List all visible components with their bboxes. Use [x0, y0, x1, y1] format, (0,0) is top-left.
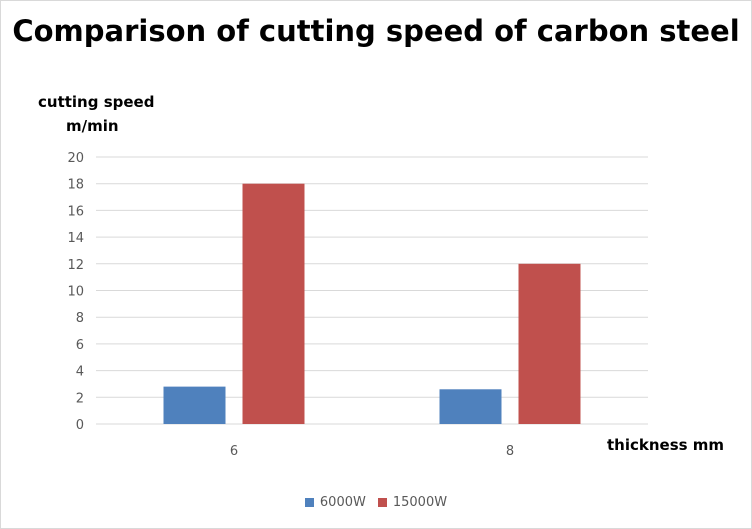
y-tick-label-4: 4 — [76, 365, 84, 380]
y-tick-label-14: 14 — [67, 231, 84, 246]
chart-title: Comparison of cutting speed of carbon st… — [12, 14, 740, 48]
y-axis-label-line2: m/min — [66, 117, 119, 135]
legend-item-15000w: 15000W — [377, 495, 448, 510]
y-axis-label-line1: cutting speed — [38, 93, 155, 111]
y-tick-label-20: 20 — [67, 151, 84, 166]
y-tick-label-18: 18 — [67, 178, 84, 193]
bar-15000w-8 — [518, 263, 581, 424]
y-tick-label-2: 2 — [76, 391, 84, 406]
bar-6000w-8 — [439, 389, 502, 424]
y-tick-label-6: 6 — [76, 338, 84, 353]
y-tick-label-16: 16 — [67, 204, 84, 219]
bar-6000w-6 — [163, 386, 226, 424]
legend-label-6000w: 6000W — [319, 495, 366, 510]
bar-15000w-6 — [242, 183, 305, 424]
y-tick-label-8: 8 — [76, 311, 84, 326]
x-tick-label-6: 6 — [230, 444, 238, 459]
legend-item-6000w: 6000W — [304, 495, 366, 510]
legend: 6000W 15000W — [0, 495, 752, 510]
legend-swatch-15000w — [377, 498, 387, 507]
x-axis-label: thickness mm — [607, 436, 725, 454]
x-tick-label-8: 8 — [506, 444, 514, 459]
legend-swatch-6000w — [304, 498, 314, 507]
y-axis-label: cutting speed m/min — [38, 90, 154, 138]
y-tick-label-12: 12 — [67, 258, 84, 273]
y-tick-label-10: 10 — [67, 285, 84, 300]
legend-label-15000w: 15000W — [392, 495, 448, 510]
y-tick-label-0: 0 — [76, 418, 84, 433]
